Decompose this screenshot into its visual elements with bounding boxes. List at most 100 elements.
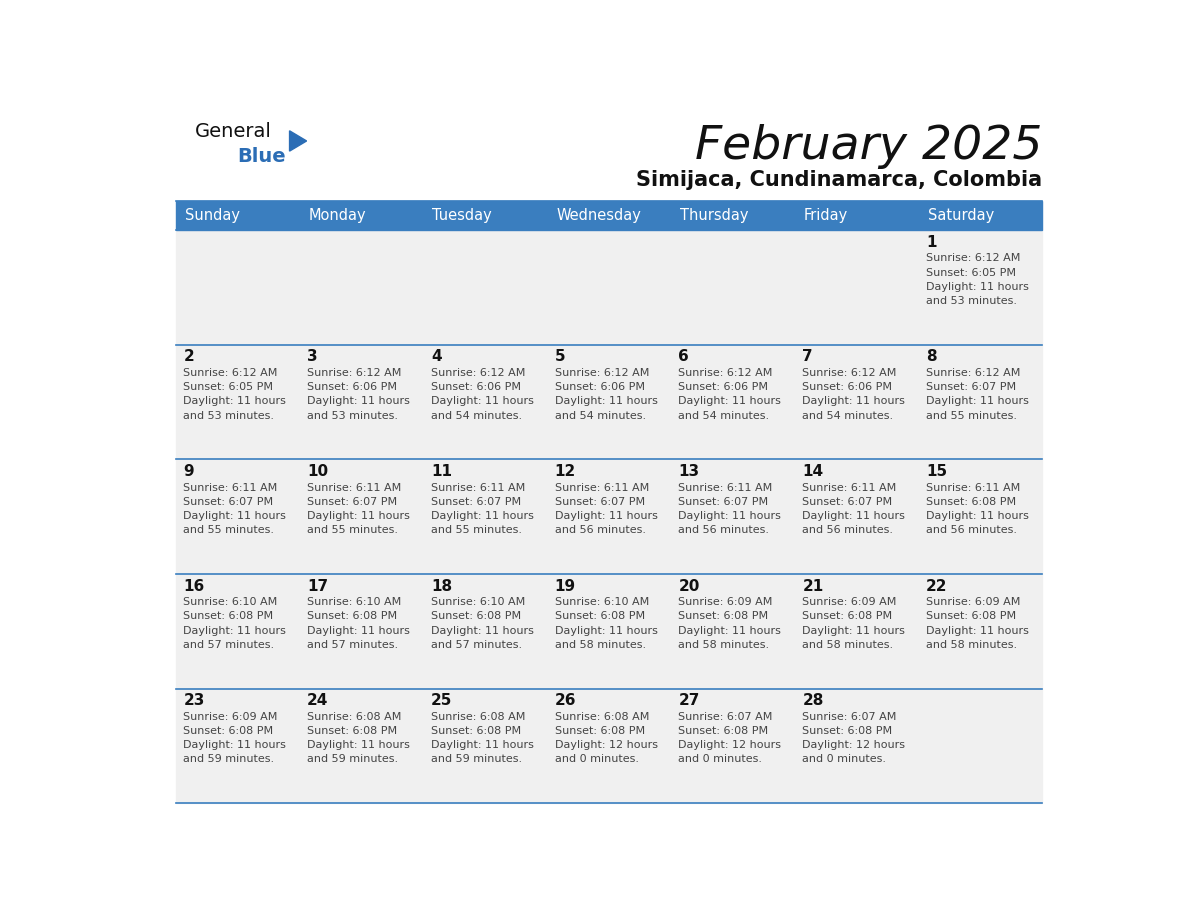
Bar (176, 459, 299, 574)
Bar (299, 230, 423, 345)
Text: Sunrise: 6:12 AM: Sunrise: 6:12 AM (308, 368, 402, 378)
Text: 24: 24 (308, 693, 329, 708)
Text: Sunrise: 6:11 AM: Sunrise: 6:11 AM (927, 483, 1020, 493)
Text: Sunset: 6:08 PM: Sunset: 6:08 PM (308, 726, 397, 736)
Text: and 57 minutes.: and 57 minutes. (183, 640, 274, 650)
Text: Daylight: 11 hours: Daylight: 11 hours (927, 511, 1029, 521)
Text: Sunrise: 6:11 AM: Sunrise: 6:11 AM (555, 483, 649, 493)
Bar (176, 345, 299, 459)
Bar (546, 345, 671, 459)
Text: Sunset: 6:07 PM: Sunset: 6:07 PM (183, 497, 273, 507)
Bar (671, 574, 795, 688)
Text: Sunset: 6:08 PM: Sunset: 6:08 PM (183, 726, 273, 736)
Bar (795, 345, 918, 459)
Text: 21: 21 (802, 578, 823, 594)
Bar (423, 230, 546, 345)
Text: Daylight: 11 hours: Daylight: 11 hours (183, 740, 286, 750)
Text: Daylight: 11 hours: Daylight: 11 hours (183, 625, 286, 635)
Text: Sunset: 6:06 PM: Sunset: 6:06 PM (802, 382, 892, 392)
Text: Daylight: 11 hours: Daylight: 11 hours (802, 511, 905, 521)
Text: Sunset: 6:08 PM: Sunset: 6:08 PM (802, 611, 892, 621)
Text: Daylight: 11 hours: Daylight: 11 hours (678, 397, 782, 407)
Bar (546, 230, 671, 345)
Text: 18: 18 (431, 578, 453, 594)
Text: 28: 28 (802, 693, 823, 708)
Text: 22: 22 (927, 578, 948, 594)
Bar (671, 688, 795, 803)
Text: Daylight: 11 hours: Daylight: 11 hours (183, 397, 286, 407)
Text: Saturday: Saturday (928, 208, 994, 223)
Text: Sunrise: 6:08 AM: Sunrise: 6:08 AM (431, 711, 525, 722)
Bar (423, 345, 546, 459)
Bar (671, 345, 795, 459)
Text: Sunrise: 6:09 AM: Sunrise: 6:09 AM (183, 711, 278, 722)
Text: Sunrise: 6:12 AM: Sunrise: 6:12 AM (802, 368, 897, 378)
Text: Sunset: 6:08 PM: Sunset: 6:08 PM (678, 726, 769, 736)
Text: 27: 27 (678, 693, 700, 708)
Text: Sunset: 6:07 PM: Sunset: 6:07 PM (927, 382, 1016, 392)
Text: Daylight: 11 hours: Daylight: 11 hours (431, 511, 533, 521)
Text: Daylight: 11 hours: Daylight: 11 hours (802, 397, 905, 407)
Text: and 0 minutes.: and 0 minutes. (678, 755, 763, 765)
Text: 16: 16 (183, 578, 204, 594)
Bar (299, 688, 423, 803)
Text: Daylight: 11 hours: Daylight: 11 hours (308, 511, 410, 521)
Text: Sunset: 6:06 PM: Sunset: 6:06 PM (555, 382, 645, 392)
Text: and 57 minutes.: and 57 minutes. (431, 640, 522, 650)
Text: 20: 20 (678, 578, 700, 594)
Text: Sunrise: 6:09 AM: Sunrise: 6:09 AM (927, 597, 1020, 607)
Text: Sunset: 6:08 PM: Sunset: 6:08 PM (927, 611, 1016, 621)
Text: Daylight: 11 hours: Daylight: 11 hours (678, 511, 782, 521)
Bar (795, 688, 918, 803)
Text: and 55 minutes.: and 55 minutes. (927, 410, 1017, 420)
Text: 19: 19 (555, 578, 576, 594)
Text: and 59 minutes.: and 59 minutes. (308, 755, 398, 765)
Text: Sunrise: 6:11 AM: Sunrise: 6:11 AM (678, 483, 772, 493)
Text: 3: 3 (308, 350, 317, 364)
Text: Daylight: 11 hours: Daylight: 11 hours (555, 511, 658, 521)
Text: Sunrise: 6:11 AM: Sunrise: 6:11 AM (802, 483, 897, 493)
Bar (176, 574, 299, 688)
Text: Sunrise: 6:12 AM: Sunrise: 6:12 AM (678, 368, 773, 378)
Text: Daylight: 11 hours: Daylight: 11 hours (308, 625, 410, 635)
Text: 26: 26 (555, 693, 576, 708)
Bar (423, 688, 546, 803)
Bar (176, 201, 1042, 230)
Bar (423, 459, 546, 574)
Text: and 53 minutes.: and 53 minutes. (183, 410, 274, 420)
Text: Thursday: Thursday (680, 208, 748, 223)
Text: 2: 2 (183, 350, 194, 364)
Text: 4: 4 (431, 350, 442, 364)
Text: Daylight: 11 hours: Daylight: 11 hours (927, 625, 1029, 635)
Text: Sunset: 6:08 PM: Sunset: 6:08 PM (431, 726, 522, 736)
Bar (795, 574, 918, 688)
Text: Daylight: 12 hours: Daylight: 12 hours (555, 740, 658, 750)
Text: 6: 6 (678, 350, 689, 364)
Text: Sunrise: 6:08 AM: Sunrise: 6:08 AM (308, 711, 402, 722)
Bar (299, 574, 423, 688)
Text: Daylight: 11 hours: Daylight: 11 hours (927, 282, 1029, 292)
Text: Friday: Friday (804, 208, 848, 223)
Bar (918, 459, 1042, 574)
Text: Sunset: 6:06 PM: Sunset: 6:06 PM (308, 382, 397, 392)
Text: Daylight: 11 hours: Daylight: 11 hours (927, 397, 1029, 407)
Text: and 56 minutes.: and 56 minutes. (802, 525, 893, 535)
Text: Sunrise: 6:10 AM: Sunrise: 6:10 AM (555, 597, 649, 607)
Bar (918, 230, 1042, 345)
Text: 14: 14 (802, 465, 823, 479)
Text: Sunset: 6:07 PM: Sunset: 6:07 PM (678, 497, 769, 507)
Text: 25: 25 (431, 693, 453, 708)
Text: Sunrise: 6:08 AM: Sunrise: 6:08 AM (555, 711, 649, 722)
Text: and 0 minutes.: and 0 minutes. (802, 755, 886, 765)
Text: Sunset: 6:08 PM: Sunset: 6:08 PM (431, 611, 522, 621)
Text: Sunrise: 6:10 AM: Sunrise: 6:10 AM (431, 597, 525, 607)
Text: Sunrise: 6:12 AM: Sunrise: 6:12 AM (431, 368, 525, 378)
Text: Monday: Monday (309, 208, 366, 223)
Text: Sunrise: 6:11 AM: Sunrise: 6:11 AM (431, 483, 525, 493)
Text: Daylight: 12 hours: Daylight: 12 hours (678, 740, 782, 750)
Bar (671, 459, 795, 574)
Text: 8: 8 (927, 350, 936, 364)
Text: Sunrise: 6:12 AM: Sunrise: 6:12 AM (183, 368, 278, 378)
Text: and 53 minutes.: and 53 minutes. (927, 297, 1017, 306)
Text: February 2025: February 2025 (695, 124, 1042, 169)
